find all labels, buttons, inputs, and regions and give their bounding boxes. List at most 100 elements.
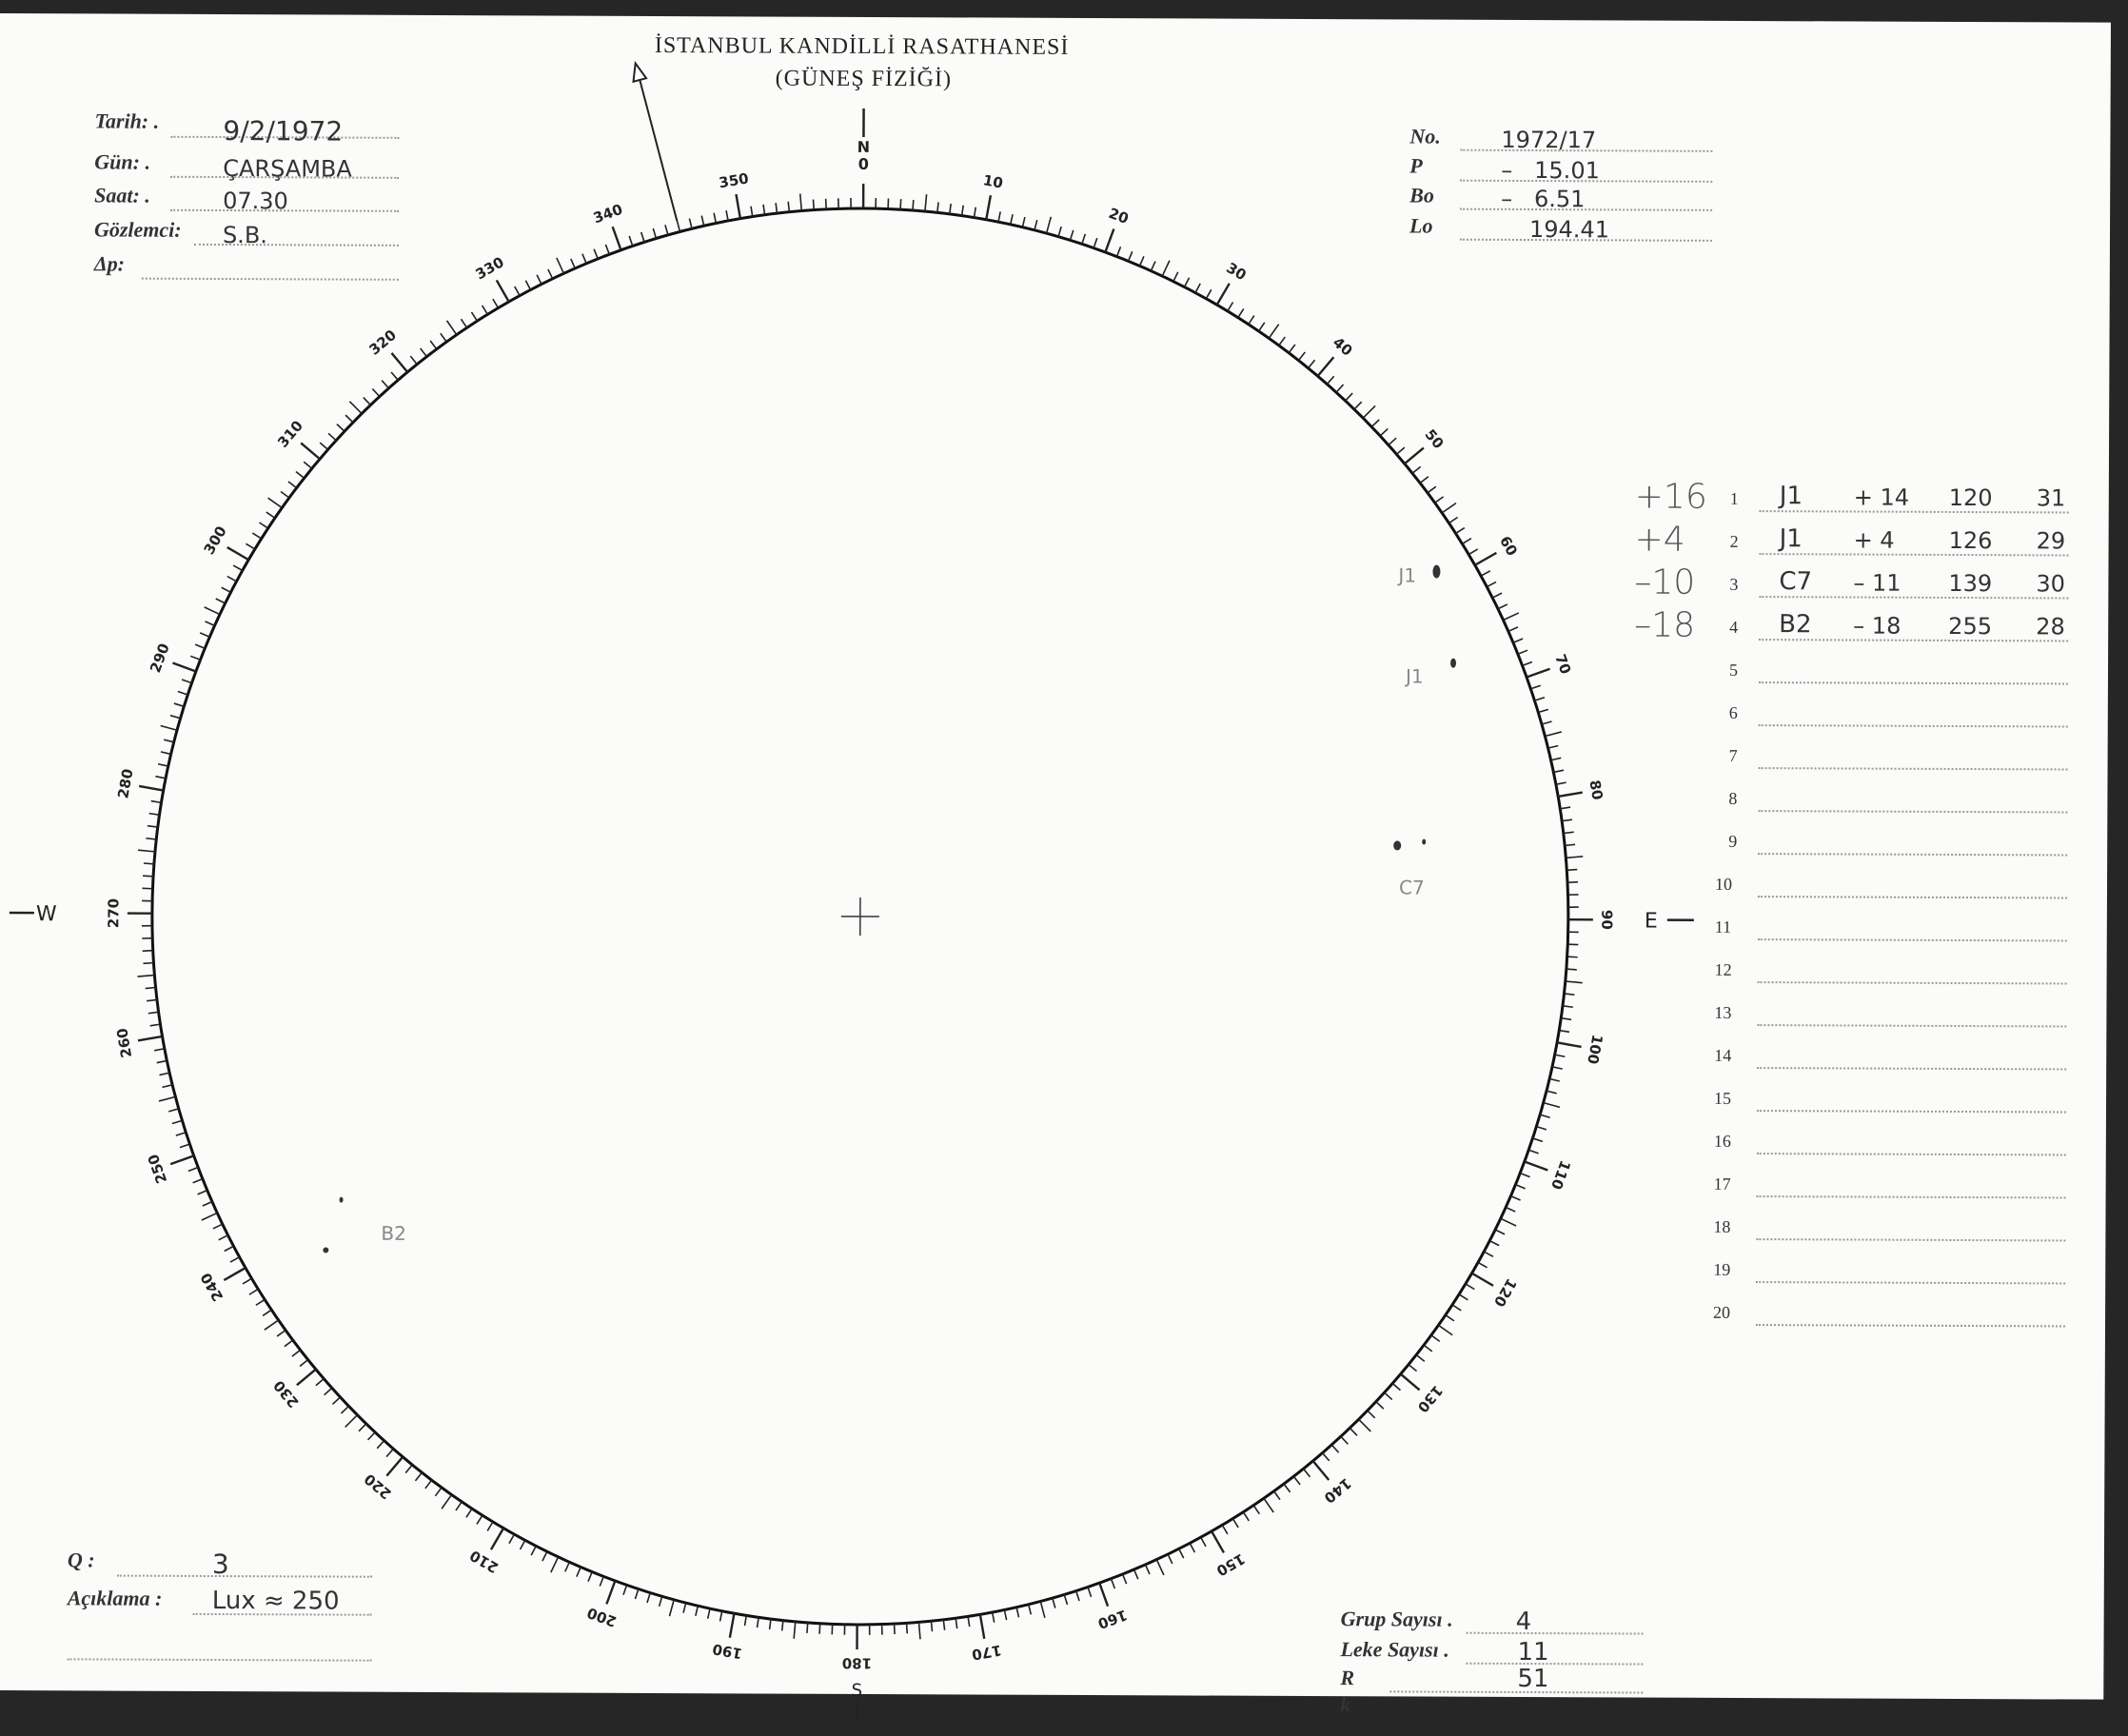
dial-tick <box>1076 1591 1079 1601</box>
dial-tick <box>1293 1476 1300 1485</box>
dial-tick <box>138 1036 163 1041</box>
dial-tick <box>147 999 157 1000</box>
dial-tick <box>950 204 951 214</box>
group-count: 31 <box>2037 484 2066 511</box>
dial-tick <box>297 1370 316 1386</box>
dial-tick <box>1459 1294 1468 1300</box>
dial-tick <box>377 1441 384 1449</box>
dial-tick <box>1560 807 1570 809</box>
sunspot <box>1450 659 1456 668</box>
dial-tick <box>155 777 166 779</box>
dial-tick <box>1556 782 1566 784</box>
dial-tick <box>557 258 564 273</box>
group-count: 28 <box>2036 613 2065 640</box>
dial-tick <box>813 200 814 210</box>
dial-tick <box>151 801 162 803</box>
row-note: –18 <box>1634 605 1695 644</box>
row-number: 5 <box>1729 661 1738 681</box>
dial-label: 320 <box>365 326 400 359</box>
dial-tick <box>137 975 154 976</box>
dial-tick <box>1123 1574 1127 1584</box>
group-longitude: 139 <box>1948 570 1992 597</box>
dial-tick <box>172 662 195 671</box>
dial-tick <box>246 543 254 549</box>
dial-tick <box>1269 325 1278 339</box>
dial-tick <box>782 1621 783 1631</box>
dial-tick <box>660 1596 662 1607</box>
sunspot <box>1422 839 1426 845</box>
dial-label: 60 <box>1496 533 1521 559</box>
dial-tick <box>1527 669 1549 678</box>
dial-tick <box>1442 503 1456 513</box>
dial-label: 260 <box>113 1027 135 1059</box>
dial-tick <box>386 1449 393 1456</box>
r-value: 51 <box>1517 1665 1548 1693</box>
row-number: 3 <box>1729 575 1738 595</box>
group-longitude: 255 <box>1948 613 1992 640</box>
dial-tick <box>1368 1410 1375 1418</box>
group-latitude: + 14 <box>1854 484 1909 511</box>
row-note: +4 <box>1635 520 1685 559</box>
dial-tick <box>521 1540 525 1549</box>
dial-tick <box>195 644 205 648</box>
dial-tick <box>292 1350 301 1356</box>
dial-label: 210 <box>467 1547 502 1576</box>
dial-tick <box>1492 593 1502 598</box>
dial-tick <box>1484 1252 1493 1256</box>
dial-tick <box>1409 1365 1417 1371</box>
dial-tick <box>788 202 789 212</box>
dial-tick <box>515 286 520 296</box>
row-number: 14 <box>1714 1046 1731 1066</box>
dial-label: 340 <box>591 201 625 227</box>
dial-tick <box>900 199 901 209</box>
dial-tick <box>259 523 267 528</box>
dial-tick <box>1249 316 1254 325</box>
dial-tick <box>161 752 171 755</box>
dial-tick <box>980 1614 985 1639</box>
dial-tick <box>1561 1018 1571 1020</box>
dial-label: 310 <box>274 417 306 451</box>
dial-tick <box>345 1415 358 1428</box>
dial-tick <box>382 381 388 388</box>
group-count-value: 4 <box>1516 1608 1532 1636</box>
dial-tick <box>442 1494 451 1509</box>
dial-label: 70 <box>1551 652 1574 677</box>
dial-tick <box>1566 857 1583 858</box>
dial-tick <box>1016 1608 1019 1618</box>
dial-tick <box>1217 284 1230 306</box>
dial-label: 120 <box>1490 1275 1520 1310</box>
dial-tick <box>600 1576 603 1586</box>
dial-tick <box>159 1073 169 1075</box>
dial-tick <box>1346 393 1353 401</box>
dial-tick <box>1111 1579 1114 1588</box>
dial-tick <box>170 716 181 719</box>
dial-tick <box>1412 466 1421 473</box>
dial-tick <box>415 1472 422 1481</box>
row-number: 7 <box>1729 746 1738 766</box>
dial-tick <box>906 1623 907 1633</box>
dial-tick <box>986 195 991 220</box>
dial-tick <box>714 213 716 224</box>
dial-tick <box>770 1619 771 1629</box>
dial-tick <box>364 398 371 405</box>
dial-tick <box>1456 527 1465 533</box>
dial-tick <box>1424 1345 1432 1351</box>
dial-tick <box>176 1133 186 1135</box>
dial-tick <box>1565 844 1575 845</box>
dial-tick <box>1022 217 1025 227</box>
dial-tick <box>1359 1419 1371 1431</box>
dial-tick <box>993 1612 995 1623</box>
sunspot <box>323 1247 328 1253</box>
group-count: 29 <box>2037 527 2066 554</box>
quality-label: Q : <box>68 1548 95 1572</box>
r-label: R <box>1340 1666 1354 1690</box>
dial-tick <box>1564 832 1574 833</box>
dial-tick <box>1253 1506 1259 1514</box>
dial-tick <box>493 299 499 307</box>
dial-tick <box>1179 1549 1184 1558</box>
dial-tick <box>1558 792 1583 797</box>
dial-tick <box>1405 447 1424 464</box>
dial-tick <box>968 1616 970 1627</box>
dial-tick <box>1428 486 1436 493</box>
sunspot <box>340 1197 344 1203</box>
